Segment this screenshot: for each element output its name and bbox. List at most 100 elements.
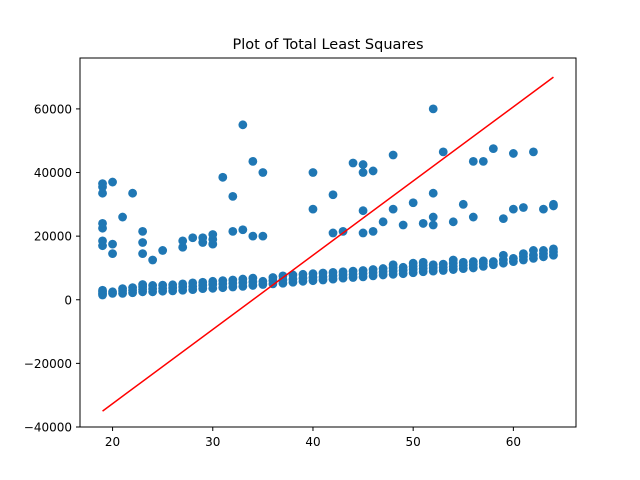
data-point [549, 199, 558, 209]
data-point [138, 249, 148, 259]
y-tick-label: 60000 [34, 102, 72, 116]
data-point [468, 257, 478, 266]
data-point [178, 236, 188, 246]
data-point [398, 262, 408, 272]
data-point [238, 274, 248, 284]
x-tick-label: 60 [506, 435, 521, 449]
data-point [549, 244, 558, 254]
data-point [408, 258, 418, 268]
data-point [478, 156, 488, 166]
data-point [148, 281, 158, 290]
data-point [328, 268, 338, 277]
data-point [458, 257, 468, 267]
x-tick-label: 50 [406, 435, 421, 449]
data-point [328, 228, 338, 238]
data-point [508, 254, 518, 263]
data-point [158, 280, 168, 290]
data-point [539, 246, 548, 255]
data-point [258, 168, 268, 177]
data-point [118, 212, 127, 222]
plot-area: 20 30 40 50 60 −40000 −20000 0 20000 40000 60000 [24, 57, 577, 449]
data-point [458, 199, 468, 209]
data-point [338, 267, 348, 277]
data-point [308, 168, 318, 177]
data-point [428, 104, 438, 114]
data-point [388, 260, 398, 270]
data-point [178, 279, 188, 289]
y-tick-label: 40000 [34, 166, 72, 180]
fit-line [102, 76, 554, 412]
data-point [208, 276, 218, 286]
data-point [168, 280, 178, 290]
data-point [358, 266, 368, 275]
data-point [508, 204, 518, 214]
y-tick-label: −40000 [24, 421, 72, 435]
y-tick-label: 0 [64, 293, 72, 307]
data-point [438, 147, 448, 157]
data-point [98, 285, 107, 295]
axes-frame [79, 57, 577, 428]
x-tick-label: 20 [105, 435, 120, 449]
data-point [178, 242, 188, 252]
data-point [448, 255, 458, 265]
data-point [228, 191, 238, 201]
data-point [118, 284, 127, 294]
data-point [108, 239, 117, 249]
data-point [308, 204, 318, 214]
data-point [328, 190, 338, 200]
data-point [418, 219, 428, 228]
data-point [128, 188, 138, 198]
data-point [488, 257, 498, 266]
data-point [188, 278, 198, 288]
data-point [158, 246, 168, 255]
data-point [448, 217, 458, 227]
data-point [228, 226, 238, 236]
data-point [108, 249, 117, 259]
data-point [388, 204, 398, 214]
data-point [518, 249, 528, 259]
data-point [278, 271, 288, 281]
data-point [238, 225, 248, 235]
data-point [508, 149, 518, 158]
data-point [529, 147, 538, 157]
data-point [488, 144, 498, 154]
chart-title: Plot of Total Least Squares [232, 37, 423, 53]
data-point [378, 217, 388, 227]
data-point [238, 120, 248, 130]
data-point [98, 219, 107, 228]
data-point [128, 283, 138, 293]
data-point [108, 177, 117, 187]
data-point [258, 276, 268, 286]
data-point [198, 277, 208, 287]
data-point [468, 156, 478, 166]
data-point [258, 231, 268, 241]
data-point [248, 273, 258, 283]
data-point [198, 233, 208, 243]
data-point [478, 256, 488, 266]
data-point [358, 206, 368, 216]
data-point [368, 226, 378, 236]
data-point [98, 179, 107, 189]
x-tick-label: 30 [205, 435, 220, 449]
data-point [428, 212, 438, 222]
data-point [148, 255, 158, 265]
data-point [348, 158, 358, 168]
data-point [338, 226, 348, 236]
y-tick-label: −20000 [24, 357, 72, 371]
data-point [138, 226, 148, 236]
data-point [218, 276, 228, 286]
data-point [108, 287, 117, 297]
data-point [498, 214, 508, 224]
data-point [138, 280, 148, 289]
data-point [98, 188, 107, 198]
data-point [358, 168, 368, 177]
data-point [248, 156, 258, 166]
data-point [268, 273, 278, 282]
data-point [368, 265, 378, 274]
data-point [418, 257, 428, 267]
data-point [468, 212, 478, 222]
data-point [318, 268, 328, 278]
data-point [298, 269, 308, 279]
